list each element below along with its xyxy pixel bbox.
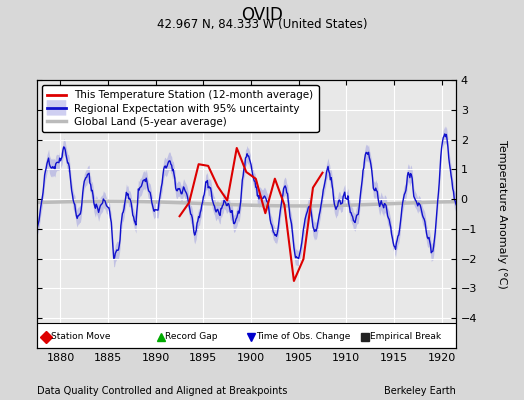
- Text: Record Gap: Record Gap: [165, 332, 218, 341]
- Text: Empirical Break: Empirical Break: [370, 332, 441, 341]
- Text: Data Quality Controlled and Aligned at Breakpoints: Data Quality Controlled and Aligned at B…: [37, 386, 287, 396]
- Bar: [37, 323, 456, 348]
- Text: 42.967 N, 84.333 W (United States): 42.967 N, 84.333 W (United States): [157, 18, 367, 31]
- Y-axis label: Temperature Anomaly (°C): Temperature Anomaly (°C): [497, 140, 507, 288]
- Text: Berkeley Earth: Berkeley Earth: [384, 386, 456, 396]
- Text: Time of Obs. Change: Time of Obs. Change: [256, 332, 350, 341]
- Text: OVID: OVID: [241, 6, 283, 24]
- Text: Station Move: Station Move: [51, 332, 111, 341]
- Legend: This Temperature Station (12-month average), Regional Expectation with 95% uncer: This Temperature Station (12-month avera…: [42, 85, 319, 132]
